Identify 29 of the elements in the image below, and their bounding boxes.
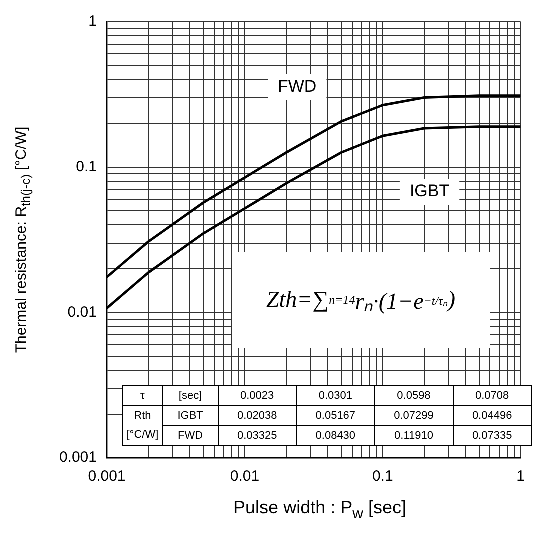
annotation: 0.0023 — [218, 386, 296, 406]
x-tick-label: 1 — [516, 468, 525, 486]
y-tick-label: 1 — [88, 13, 97, 30]
y-tick-label: 0.1 — [76, 158, 97, 176]
annotation: 0.0301 — [296, 386, 375, 406]
text: IGBT — [410, 182, 450, 201]
x-tick-label: 0.001 — [88, 468, 126, 486]
annotation: τ — [122, 386, 163, 406]
y-tick-label: 0.01 — [68, 304, 97, 321]
annotation: FWD — [162, 426, 218, 446]
x-tick-label: 0.01 — [230, 468, 260, 486]
annotation: 0.0708 — [453, 386, 532, 406]
annotation: 0.03325 — [218, 426, 296, 446]
annotation: 0.04496 — [453, 406, 532, 426]
annotation: Rth — [122, 406, 163, 426]
annotation: 0.02038 — [218, 406, 296, 426]
annotation: 0.05167 — [296, 406, 375, 426]
text: FWD — [278, 77, 317, 96]
x-tick-label: 0.1 — [372, 468, 394, 486]
annotation: 0.07335 — [453, 426, 532, 446]
x-axis-title: Pulse width : P$_{w}$ [sec] — [234, 498, 406, 522]
annotation: 0.07299 — [374, 406, 454, 426]
annotation: [sec] — [162, 386, 218, 406]
annotation: [°C/W] — [122, 426, 163, 446]
annotation: 0.08430 — [296, 426, 375, 446]
y-tick-label: 0.001 — [59, 449, 97, 466]
annotation: 0.11910 — [374, 426, 454, 446]
annotation: IGBT — [162, 406, 218, 426]
annotation: 0.0598 — [374, 386, 454, 406]
